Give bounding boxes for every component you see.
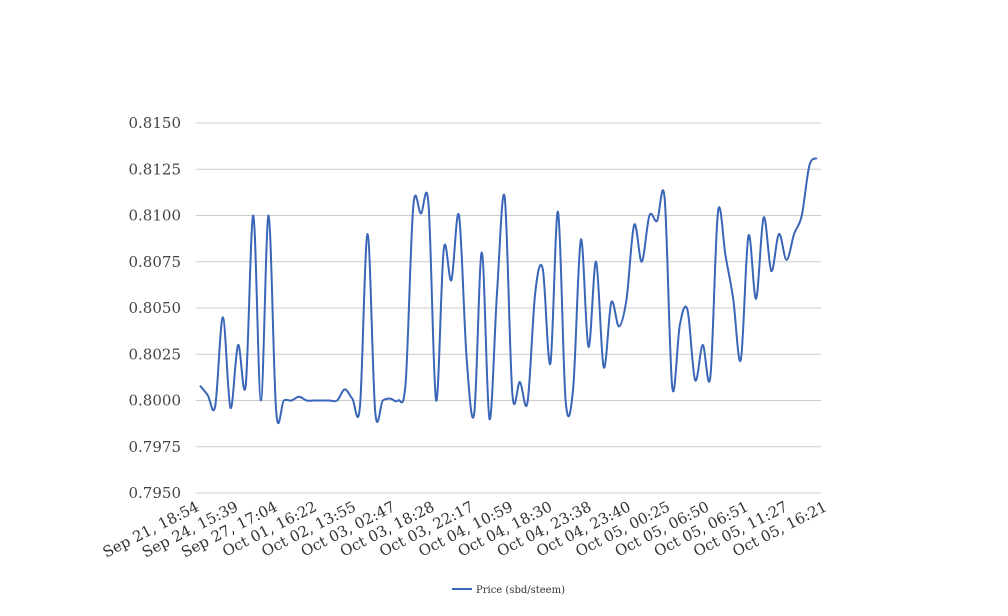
y-tick-label: 0.8100 (129, 207, 182, 225)
series-layer (199, 157, 818, 424)
y-tick-label: 0.8150 (129, 114, 182, 132)
y-axis-tick-labels: 0.7950 0.7975 0.8000 0.8025 0.8050 0.8075 0.81… (129, 114, 182, 502)
y-tick-label: 0.7975 (129, 438, 182, 456)
y-tick-label: 0.8000 (129, 392, 182, 410)
legend[interactable]: Price (sbd/steem) (452, 585, 565, 596)
y-tick-label: 0.8050 (129, 299, 182, 317)
y-tick-label: 0.8125 (129, 160, 182, 178)
legend-label: Price (sbd/steem) (476, 585, 565, 596)
series-line-price[interactable] (199, 157, 818, 424)
y-tick-label: 0.7950 (129, 484, 182, 502)
y-tick-label: 0.8075 (129, 253, 182, 271)
y-tick-label: 0.8025 (129, 345, 182, 363)
